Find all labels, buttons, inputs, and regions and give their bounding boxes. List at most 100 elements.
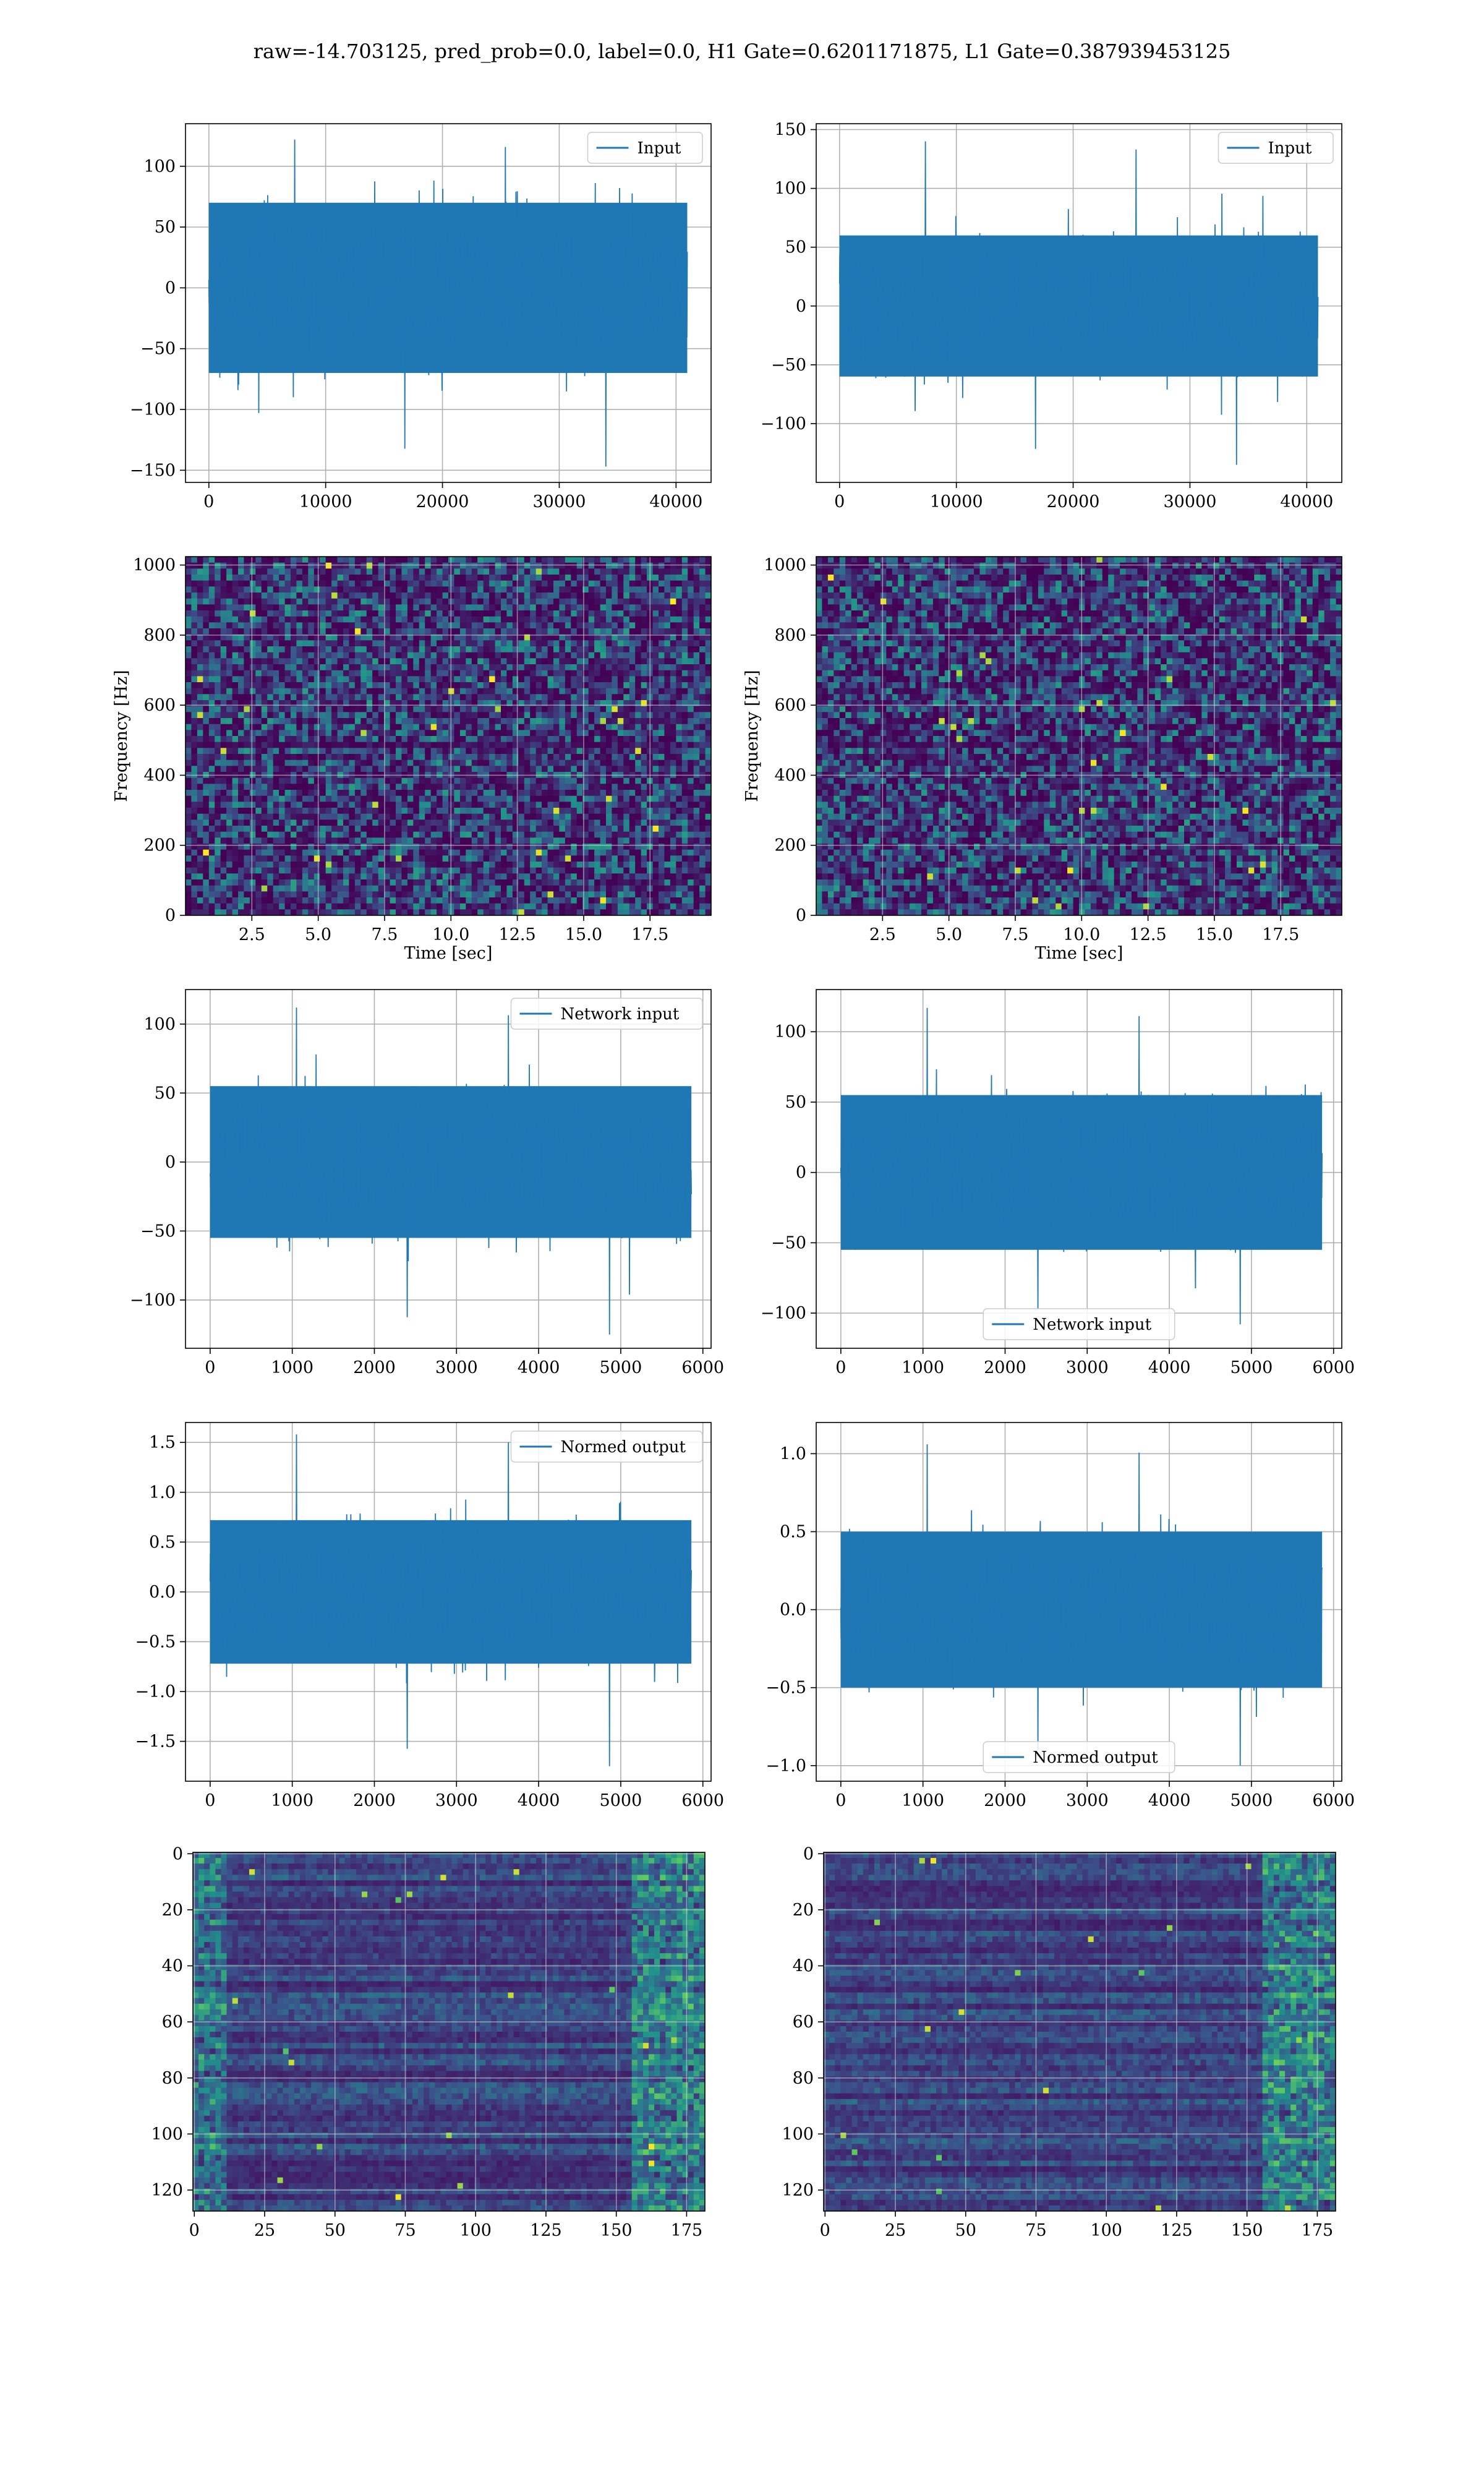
legend-label: Network input (561, 1005, 680, 1024)
x-tick-label: 125 (1161, 2221, 1193, 2240)
x-tick-label: 12.5 (1130, 925, 1167, 944)
x-tick-label: 30000 (1163, 492, 1216, 511)
y-tick-label: 100 (151, 2124, 183, 2144)
x-tick-label: 1000 (271, 1791, 313, 1810)
x-tick-label: 15.0 (1196, 925, 1233, 944)
x-tick-label: 3000 (435, 1358, 478, 1377)
x-tick-label: 2000 (353, 1358, 396, 1377)
legend: Normed output (983, 1742, 1175, 1773)
legend-label: Normed output (561, 1438, 686, 1457)
y-tick-label: 0.5 (149, 1533, 176, 1552)
x-tick-label: 20000 (416, 492, 469, 511)
x-tick-label: 6000 (1312, 1791, 1355, 1810)
series-line (210, 1007, 691, 1335)
x-tick-label: 20000 (1047, 492, 1100, 511)
x-tick-label: 4000 (1148, 1358, 1191, 1377)
x-tick-label: 0 (820, 2221, 830, 2240)
y-tick-label: 400 (143, 766, 176, 785)
y-tick-label: 600 (143, 696, 176, 715)
legend-label: Input (638, 139, 681, 158)
y-tick-label: 100 (782, 2124, 814, 2144)
series-group (210, 1434, 691, 1766)
x-axis-label: Time [sec] (404, 944, 493, 963)
x-tick-label: 150 (1231, 2221, 1263, 2240)
series-group (840, 142, 1318, 465)
y-tick-label: 0 (796, 297, 806, 316)
x-tick-label: 5000 (600, 1791, 642, 1810)
legend-label: Network input (1033, 1316, 1151, 1334)
x-tick-label: 5000 (600, 1358, 642, 1377)
series-line (209, 140, 688, 467)
x-tick-label: 4000 (518, 1358, 560, 1377)
legend: Network input (983, 1309, 1175, 1340)
heatmap-cells (824, 1852, 1336, 2212)
x-tick-label: 7.5 (1002, 925, 1028, 944)
x-tick-label: 2.5 (239, 925, 265, 944)
y-tick-label: 800 (774, 626, 806, 645)
x-tick-label: 0 (205, 1791, 215, 1810)
y-tick-label: 0 (796, 906, 806, 925)
y-tick-label: 0 (165, 906, 176, 925)
y-axis-label: Frequency [Hz] (112, 670, 131, 802)
y-tick-label: −100 (130, 1291, 176, 1310)
x-tick-label: 10000 (930, 492, 983, 511)
y-tick-label: 1.0 (780, 1444, 806, 1463)
x-tick-label: 75 (1025, 2221, 1046, 2240)
x-tick-label: 17.5 (631, 925, 668, 944)
y-tick-label: 50 (785, 1093, 806, 1112)
y-tick-label: −1.0 (135, 1682, 176, 1701)
x-tick-label: 75 (394, 2221, 416, 2240)
y-tick-label: −1.0 (765, 1756, 806, 1776)
y-tick-label: 100 (143, 1015, 176, 1034)
x-tick-label: 125 (530, 2221, 562, 2240)
x-tick-label: 10.0 (432, 925, 469, 944)
x-tick-label: 2000 (984, 1358, 1026, 1377)
x-tick-label: 30000 (532, 492, 586, 511)
y-tick-label: −1.5 (135, 1732, 176, 1752)
y-tick-label: 80 (162, 2069, 183, 2088)
x-tick-label: 5000 (1230, 1791, 1273, 1810)
x-tick-label: 0 (189, 2221, 200, 2240)
heatmap-cells (816, 557, 1342, 916)
series-group (209, 140, 688, 467)
y-tick-label: −50 (140, 340, 176, 359)
y-tick-label: −50 (771, 356, 806, 375)
x-tick-label: 100 (459, 2221, 492, 2240)
legend: Input (588, 132, 703, 163)
x-tick-label: 1000 (271, 1358, 313, 1377)
y-tick-label: 80 (793, 2069, 814, 2088)
series-group (210, 1007, 691, 1335)
x-tick-label: 4000 (518, 1791, 560, 1810)
y-tick-label: −50 (140, 1221, 176, 1241)
legend-label: Normed output (1033, 1748, 1158, 1767)
y-axis-label: Frequency [Hz] (743, 670, 762, 802)
legend: Network input (511, 998, 703, 1029)
y-tick-label: 0.5 (780, 1523, 806, 1542)
x-tick-label: 40000 (649, 492, 702, 511)
y-tick-label: 40 (793, 1957, 814, 1976)
x-tick-label: 5.0 (305, 925, 331, 944)
heatmap-cells (193, 1852, 706, 2212)
y-tick-label: 100 (774, 1022, 806, 1042)
y-tick-label: −100 (130, 400, 176, 419)
x-tick-label: 6000 (681, 1791, 724, 1810)
y-tick-label: 60 (162, 2013, 183, 2032)
x-tick-label: 50 (325, 2221, 346, 2240)
x-tick-label: 100 (1090, 2221, 1122, 2240)
y-tick-label: 0 (165, 278, 176, 297)
y-tick-label: 0.0 (149, 1583, 176, 1602)
x-tick-label: 15.0 (565, 925, 602, 944)
series-group (841, 1008, 1322, 1325)
x-tick-label: 1000 (902, 1358, 944, 1377)
y-tick-label: 150 (774, 121, 806, 140)
legend: Normed output (511, 1431, 703, 1462)
